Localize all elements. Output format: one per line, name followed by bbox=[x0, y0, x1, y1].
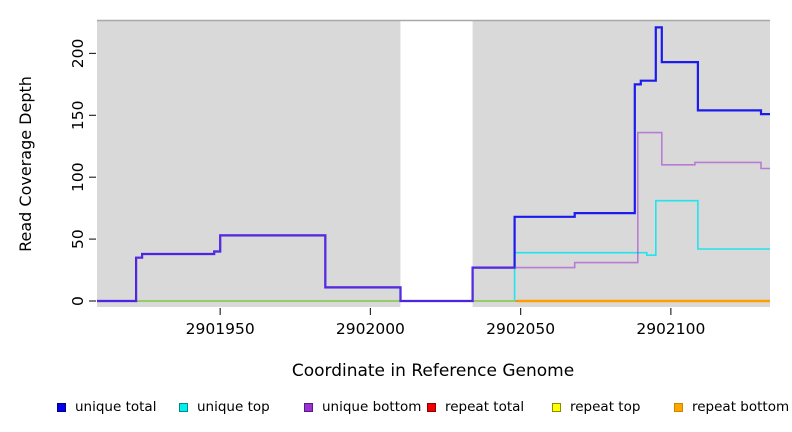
y-tick-label: 150 bbox=[69, 101, 87, 131]
y-tick-label: 50 bbox=[69, 229, 87, 249]
x-tick-label: 2902100 bbox=[636, 320, 705, 338]
plot-panel bbox=[97, 19, 770, 307]
y-tick-label: 200 bbox=[69, 39, 87, 69]
series-unique-top bbox=[97, 199, 770, 302]
uncovered-gap-band bbox=[400, 20, 473, 307]
y-axis-title: Read Coverage Depth bbox=[16, 76, 35, 252]
series-lines bbox=[97, 26, 770, 303]
axes: 2901950 2902000 2902050 2902100 0 50 100 150 200 bbox=[69, 39, 705, 338]
x-tick-label: 2901950 bbox=[186, 320, 255, 338]
x-axis-title: Coordinate in Reference Genome bbox=[292, 361, 574, 381]
x-tick-label: 2902000 bbox=[336, 320, 405, 338]
y-tick-label: 0 bbox=[69, 296, 87, 306]
y-tick-label: 100 bbox=[69, 162, 87, 192]
panel-bg-right bbox=[472, 20, 770, 307]
series-unique-bottom bbox=[97, 131, 770, 302]
panel-bg-left bbox=[97, 20, 401, 307]
x-tick-label: 2902050 bbox=[486, 320, 555, 338]
